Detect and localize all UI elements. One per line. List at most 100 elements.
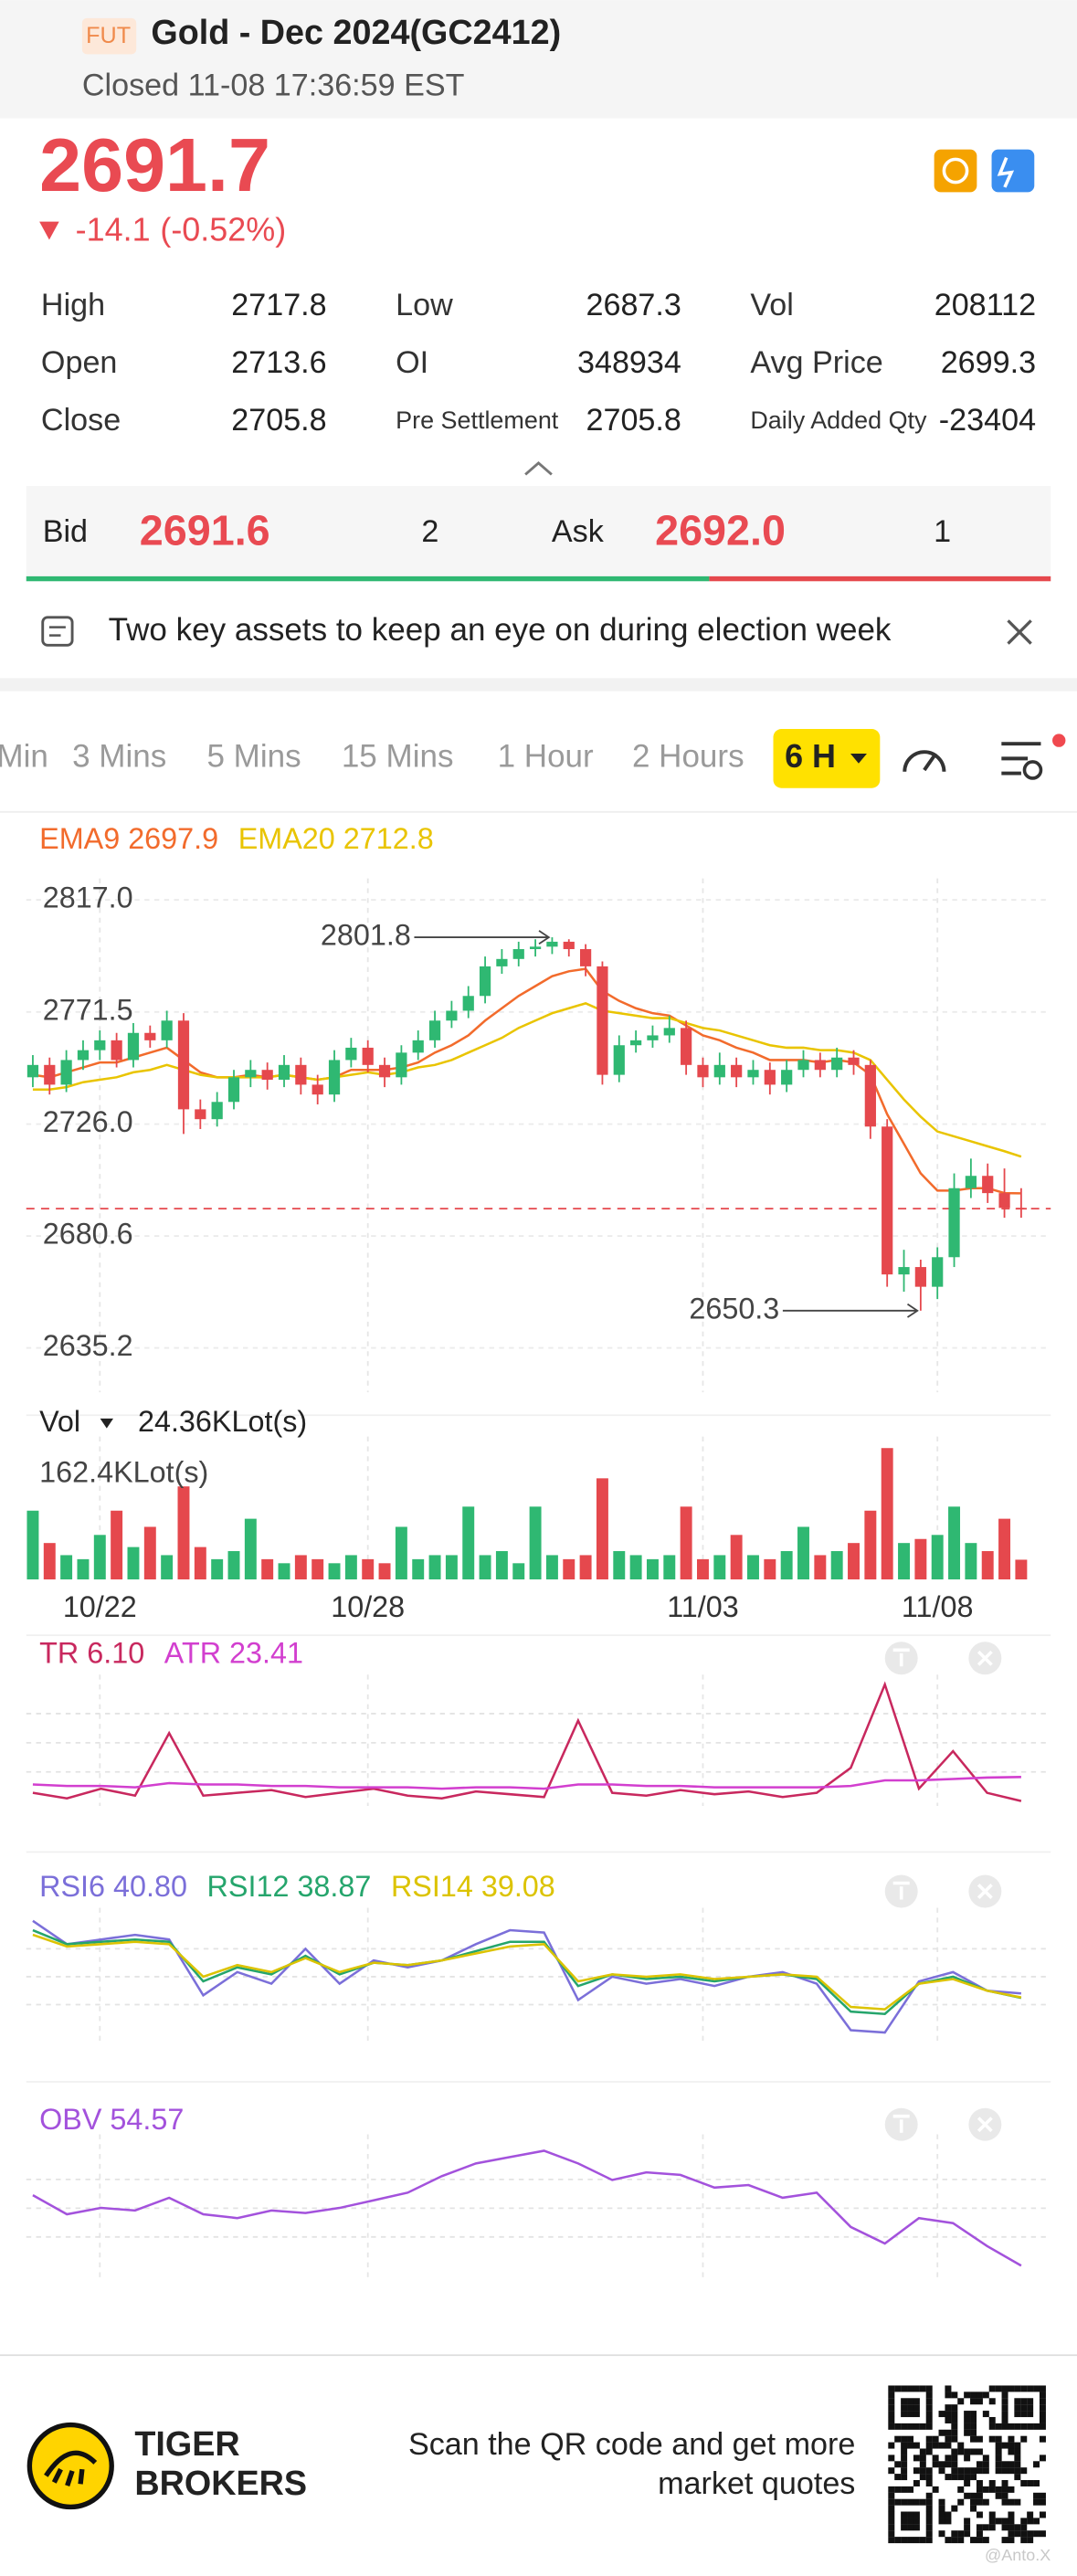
- volume-bar: [161, 1555, 174, 1580]
- volume-bar: [328, 1563, 341, 1580]
- volume-bar: [1015, 1559, 1028, 1580]
- candle-body: [227, 1077, 240, 1103]
- qr-module: [951, 2404, 958, 2412]
- legend-name: RSI14: [391, 1869, 473, 1902]
- qr-module: [988, 2486, 996, 2493]
- volume-bar: [563, 1558, 575, 1580]
- qr-module: [925, 2492, 933, 2499]
- qr-module: [1027, 2530, 1034, 2538]
- volume-bar: [596, 1478, 608, 1580]
- qr-module: [1014, 2411, 1021, 2418]
- selected-tab[interactable]: 6 H: [785, 737, 836, 775]
- qr-module: [1039, 2492, 1046, 2499]
- volume-bar: [948, 1506, 961, 1580]
- qr-module: [976, 2498, 983, 2506]
- candle-body: [747, 1070, 759, 1078]
- qr-module: [1039, 2530, 1046, 2538]
- qr-module: [932, 2461, 939, 2468]
- qr-module: [925, 2479, 933, 2486]
- qr-module: [1039, 2391, 1046, 2399]
- qr-module: [1014, 2442, 1021, 2449]
- qr-module: [925, 2518, 933, 2525]
- timeframe-tab[interactable]: Min: [0, 739, 48, 775]
- icon-glyph: [892, 2114, 910, 2133]
- qr-module: [888, 2530, 895, 2538]
- legend: EMA9 2697.9 EMA20 2712.8: [39, 822, 434, 855]
- candle-body: [998, 1193, 1010, 1209]
- qr-module: [901, 2537, 908, 2544]
- qr-module: [951, 2423, 958, 2430]
- timeframe-tab[interactable]: 2 Hours: [632, 739, 744, 775]
- qr-module: [951, 2411, 958, 2418]
- timeframe-tab[interactable]: 15 Mins: [342, 739, 454, 775]
- candle-body: [311, 1084, 323, 1095]
- qr-module: [888, 2455, 895, 2462]
- qr-module: [970, 2492, 977, 2499]
- settings-icon[interactable]: [1001, 742, 1041, 776]
- settings-icon-gear: [1022, 760, 1043, 780]
- qr-module: [1027, 2423, 1034, 2430]
- cta-line: market quotes: [658, 2466, 855, 2501]
- legend-name: ATR: [164, 1636, 221, 1669]
- change: -14.1: [76, 210, 151, 248]
- qr-module: [995, 2486, 1002, 2493]
- qr-module: [970, 2416, 977, 2423]
- qr-module: [982, 2461, 989, 2468]
- qr-module: [888, 2467, 895, 2475]
- y-tick-label: 2817.0: [43, 882, 133, 914]
- candle-body: [613, 1045, 625, 1075]
- volume-current: 24.36KLot(s): [138, 1405, 307, 1438]
- legend-value: 40.80: [113, 1869, 187, 1902]
- qr-module: [964, 2474, 971, 2481]
- qr-module: [982, 2537, 989, 2544]
- qr-module: [925, 2505, 933, 2512]
- legend-value: 2712.8: [343, 822, 434, 855]
- timeframe-tab[interactable]: 1 Hour: [498, 739, 594, 775]
- qr-module: [1039, 2435, 1046, 2443]
- volume-bar: [545, 1555, 558, 1580]
- close-news[interactable]: [1007, 619, 1032, 645]
- volume-title[interactable]: Vol: [39, 1405, 80, 1438]
- timeframe-tab[interactable]: 3 Mins: [72, 739, 166, 775]
- qr-module: [888, 2391, 895, 2399]
- qr-module: [957, 2467, 965, 2475]
- qr-module: [1008, 2511, 1015, 2518]
- indicator-icon[interactable]: [903, 750, 946, 772]
- volume-bar: [696, 1558, 709, 1580]
- qr-module: [1014, 2474, 1021, 2481]
- qr-module: [938, 2498, 945, 2506]
- currency-icon[interactable]: [934, 149, 977, 193]
- section-separator: [0, 678, 1077, 692]
- qr-module: [982, 2524, 989, 2531]
- candle-body: [245, 1070, 257, 1078]
- currency-icon-glyph: [942, 157, 969, 185]
- news-headline[interactable]: Two key assets to keep an eye on during …: [109, 612, 892, 648]
- qr-module: [957, 2498, 965, 2506]
- qr-module: [932, 2455, 939, 2462]
- qr-module: [1001, 2467, 1008, 2475]
- qr-module: [970, 2423, 977, 2430]
- qr-module: [913, 2411, 920, 2418]
- qr-module: [1001, 2423, 1008, 2430]
- volume-bar: [898, 1543, 910, 1580]
- qr-module: [951, 2455, 958, 2462]
- qr-module: [913, 2385, 920, 2392]
- timeframe-tab[interactable]: 5 Mins: [206, 739, 301, 775]
- candle-body: [965, 1176, 977, 1188]
- selected-tab-bg[interactable]: [773, 729, 881, 788]
- bid-label: Bid: [43, 514, 88, 549]
- qr-module: [894, 2474, 902, 2481]
- qr-module: [995, 2467, 1002, 2475]
- qr-module: [901, 2455, 908, 2462]
- qr-module: [982, 2455, 989, 2462]
- collapse-chevron[interactable]: [524, 460, 553, 476]
- qr-module: [1020, 2530, 1028, 2538]
- qr-module: [901, 2442, 908, 2449]
- candle-body: [60, 1060, 72, 1085]
- legend: RSI6 40.80 RSI12 38.87 RSI14 39.08: [39, 1869, 555, 1902]
- qr-module: [925, 2498, 933, 2506]
- qr-module: [964, 2411, 971, 2418]
- qr-module: [907, 2411, 914, 2418]
- qr-module: [901, 2498, 908, 2506]
